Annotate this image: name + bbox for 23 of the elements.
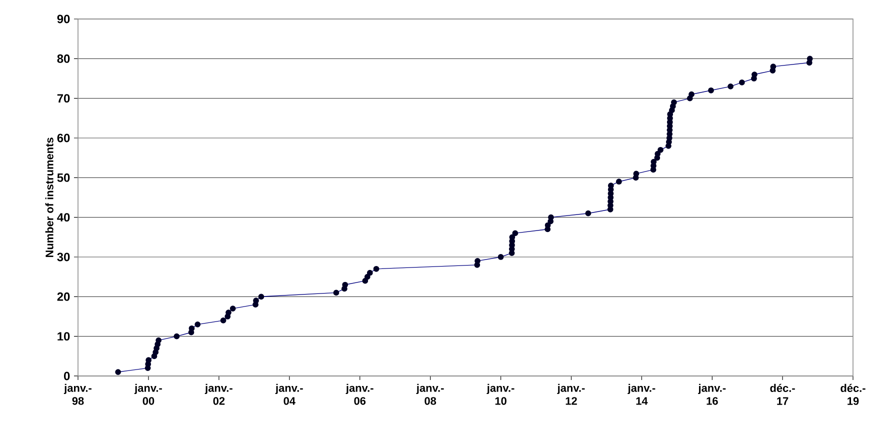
x-tick-label: janv.- 12 (557, 384, 585, 405)
x-tick-label: janv.- 02 (204, 384, 232, 405)
y-tick-label: 40 (57, 213, 70, 222)
x-tick-label: janv.- 16 (698, 384, 726, 405)
y-tick-label: 90 (57, 14, 70, 24)
y-tick-label: 50 (57, 173, 70, 182)
x-tick-label: déc.- 19 (840, 384, 866, 405)
x-tick-label: janv.- 08 (416, 384, 444, 405)
x-tick-label: janv.- 04 (275, 384, 303, 405)
y-tick-label: 80 (57, 54, 70, 63)
x-tick-label: déc.- 17 (770, 384, 795, 405)
y-tick-label: 60 (57, 134, 70, 142)
x-tick-label: janv.- 98 (64, 384, 92, 405)
y-axis-title: Number of instruments (45, 138, 54, 258)
y-tick-label: 0 (64, 372, 70, 380)
x-tick-label: janv.- 00 (134, 384, 162, 405)
y-tick-label: 10 (58, 332, 70, 341)
y-tick-label: 30 (57, 252, 70, 262)
x-tick-label: janv.- 14 (628, 384, 656, 405)
x-tick-label: janv.- 10 (486, 384, 514, 405)
x-tick-label: janv.- 06 (346, 384, 374, 405)
y-tick-label: 70 (57, 94, 70, 103)
y-tick-label: 20 (57, 292, 70, 301)
